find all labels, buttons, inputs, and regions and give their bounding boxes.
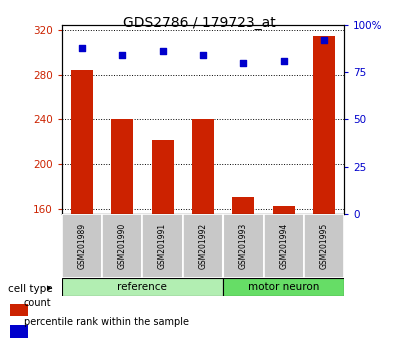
Bar <box>62 278 223 296</box>
Bar <box>102 214 142 278</box>
Bar <box>304 214 344 278</box>
Point <box>321 37 327 43</box>
Bar <box>232 198 254 214</box>
Bar <box>62 214 102 278</box>
Text: GDS2786 / 179723_at: GDS2786 / 179723_at <box>123 16 275 30</box>
Text: GSM201991: GSM201991 <box>158 223 167 269</box>
Point <box>119 52 125 58</box>
Bar <box>111 120 133 214</box>
Text: count: count <box>24 298 51 308</box>
Bar <box>223 214 263 278</box>
Bar <box>313 36 335 214</box>
Text: cell type: cell type <box>8 284 53 293</box>
Text: reference: reference <box>117 282 168 292</box>
Point <box>240 60 246 65</box>
Bar <box>71 70 93 214</box>
Text: GSM201989: GSM201989 <box>77 223 86 269</box>
Text: GSM201992: GSM201992 <box>199 223 207 269</box>
Bar <box>152 139 174 214</box>
Point <box>281 58 287 64</box>
Text: motor neuron: motor neuron <box>248 282 320 292</box>
Bar <box>273 206 295 214</box>
Text: GSM201995: GSM201995 <box>320 223 329 269</box>
Text: GSM201990: GSM201990 <box>118 223 127 269</box>
Text: percentile rank within the sample: percentile rank within the sample <box>24 317 189 327</box>
Bar <box>10 304 28 316</box>
Point <box>200 52 206 58</box>
Text: GSM201993: GSM201993 <box>239 223 248 269</box>
Point <box>79 45 85 50</box>
Bar <box>192 120 214 214</box>
Bar <box>263 214 304 278</box>
Bar <box>183 214 223 278</box>
Bar <box>142 214 183 278</box>
Text: GSM201994: GSM201994 <box>279 223 288 269</box>
Bar <box>10 325 28 338</box>
Bar <box>223 278 344 296</box>
Point <box>160 48 166 54</box>
